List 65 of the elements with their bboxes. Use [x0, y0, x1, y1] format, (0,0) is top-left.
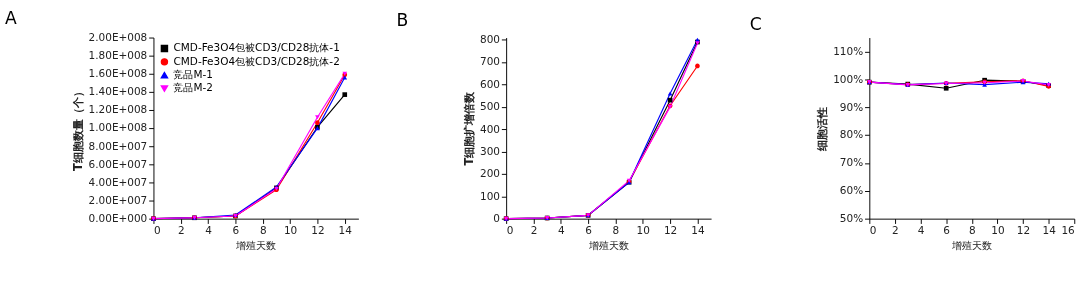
chart-title: B — [396, 10, 409, 31]
legend-label: CMD-Fe3O4包被CD3/CD28抗体-1 — [173, 41, 340, 54]
y-tick-label: 500 — [479, 100, 500, 113]
y-tick-label: 2.00E+008 — [88, 30, 148, 43]
y-tick-label: 2.00E+007 — [88, 193, 148, 206]
y-axis-title: T细胞扩增倍数 — [462, 90, 477, 166]
y-tick-label: 800 — [479, 33, 500, 46]
y-tick-label: 1.00E+008 — [88, 121, 148, 134]
y-tick-label: 90% — [839, 100, 864, 113]
x-tick-label: 14 — [691, 224, 705, 237]
y-tick-label: 60% — [839, 184, 864, 197]
x-tick-label: 6 — [232, 224, 240, 237]
y-tick-label: 70% — [839, 156, 864, 169]
x-tick-label: 8 — [968, 224, 976, 237]
x-tick-label: 10 — [991, 224, 1005, 237]
x-axis-title: 增殖天数 — [951, 238, 993, 251]
y-tick-label: 0.00E+000 — [88, 212, 148, 225]
x-tick-label: 6 — [943, 224, 950, 237]
x-tick-label: 4 — [205, 224, 213, 237]
y-tick-label: 1.60E+008 — [88, 67, 148, 80]
text: A — [5, 8, 18, 29]
y-tick-label: 1.80E+008 — [88, 49, 148, 62]
legend-label: 竞品M-1 — [173, 68, 213, 81]
legend-label: CMD-Fe3O4包被CD3/CD28抗体-2 — [173, 54, 340, 67]
y-axis-title: T细胞数量（个） — [70, 86, 85, 171]
x-tick-label: 16 — [1061, 224, 1075, 237]
x-tick-label: 0 — [153, 224, 161, 237]
x-tick-label: 12 — [1016, 224, 1031, 237]
y-tick-label: 100 — [479, 189, 500, 202]
y-tick-label: 4.00E+007 — [88, 175, 148, 188]
x-tick-label: 0 — [506, 224, 514, 237]
y-tick-label: 50% — [839, 212, 864, 225]
y-tick-label: 80% — [839, 128, 864, 141]
x-tick-label: 8 — [612, 224, 620, 237]
x-axis-title: 增殖天数 — [588, 238, 630, 251]
y-tick-label: 400 — [479, 122, 500, 135]
y-tick-label: 6.00E+007 — [88, 157, 148, 170]
y-tick-label: 1.20E+008 — [88, 103, 148, 116]
x-tick-label: 2 — [892, 224, 899, 237]
x-tick-label: 12 — [663, 224, 678, 237]
x-tick-label: 4 — [917, 224, 925, 237]
y-tick-label: 600 — [479, 77, 500, 90]
x-tick-label: 4 — [557, 224, 565, 237]
x-tick-label: 12 — [311, 224, 325, 237]
y-tick-label: 200 — [479, 167, 500, 180]
x-tick-label: 2 — [530, 224, 538, 237]
x-tick-label: 14 — [1042, 224, 1057, 237]
x-tick-label: 0 — [869, 224, 877, 237]
x-tick-label: 2 — [177, 224, 185, 237]
chart-title: C — [749, 13, 762, 34]
y-tick-label: 700 — [479, 55, 500, 68]
x-tick-label: 10 — [283, 224, 298, 237]
x-tick-label: 8 — [259, 224, 267, 237]
x-tick-label: 10 — [636, 224, 650, 237]
x-tick-label: 6 — [585, 224, 592, 237]
y-tick-label: 100% — [833, 72, 864, 85]
x-tick-label: 14 — [338, 224, 353, 237]
x-axis-title: 增殖天数 — [235, 238, 277, 251]
legend-label: 竞品M-2 — [173, 81, 213, 94]
y-axis-title: 细胞活性 — [815, 106, 830, 152]
y-tick-label: 300 — [479, 144, 500, 157]
y-tick-label: 8.00E+007 — [88, 139, 148, 152]
y-tick-label: 110% — [833, 44, 864, 57]
y-tick-label: 0 — [493, 212, 500, 225]
y-tick-label: 1.40E+008 — [88, 85, 148, 98]
